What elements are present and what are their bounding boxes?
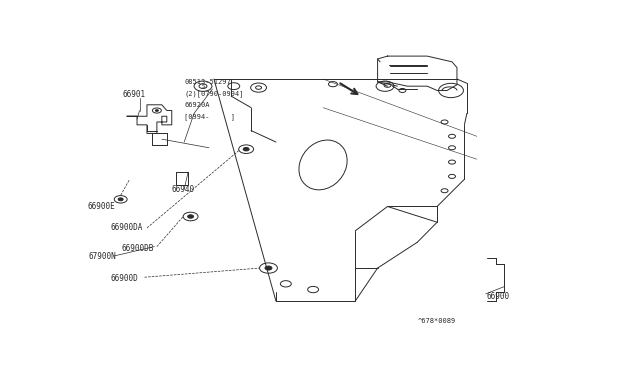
Circle shape	[188, 215, 193, 218]
Text: 08513-51297: 08513-51297	[184, 79, 231, 85]
Circle shape	[243, 147, 249, 151]
Circle shape	[118, 198, 123, 201]
Text: ^678*0089: ^678*0089	[417, 318, 456, 324]
Text: S: S	[201, 84, 205, 89]
Text: 66900DA: 66900DA	[111, 224, 143, 232]
Text: 66940: 66940	[172, 185, 195, 194]
Text: 66900D: 66900D	[111, 273, 138, 283]
Circle shape	[156, 110, 158, 111]
Text: 66900E: 66900E	[88, 202, 115, 211]
Circle shape	[265, 266, 272, 270]
Text: (2)[0790-0994]: (2)[0790-0994]	[184, 90, 244, 97]
Text: [0994-     ]: [0994- ]	[184, 113, 235, 120]
Text: 66920A: 66920A	[184, 102, 210, 108]
Text: 67900N: 67900N	[89, 252, 116, 261]
Text: 66901: 66901	[122, 90, 145, 99]
Text: 66900: 66900	[486, 292, 510, 301]
Text: 66900DB: 66900DB	[121, 244, 154, 253]
